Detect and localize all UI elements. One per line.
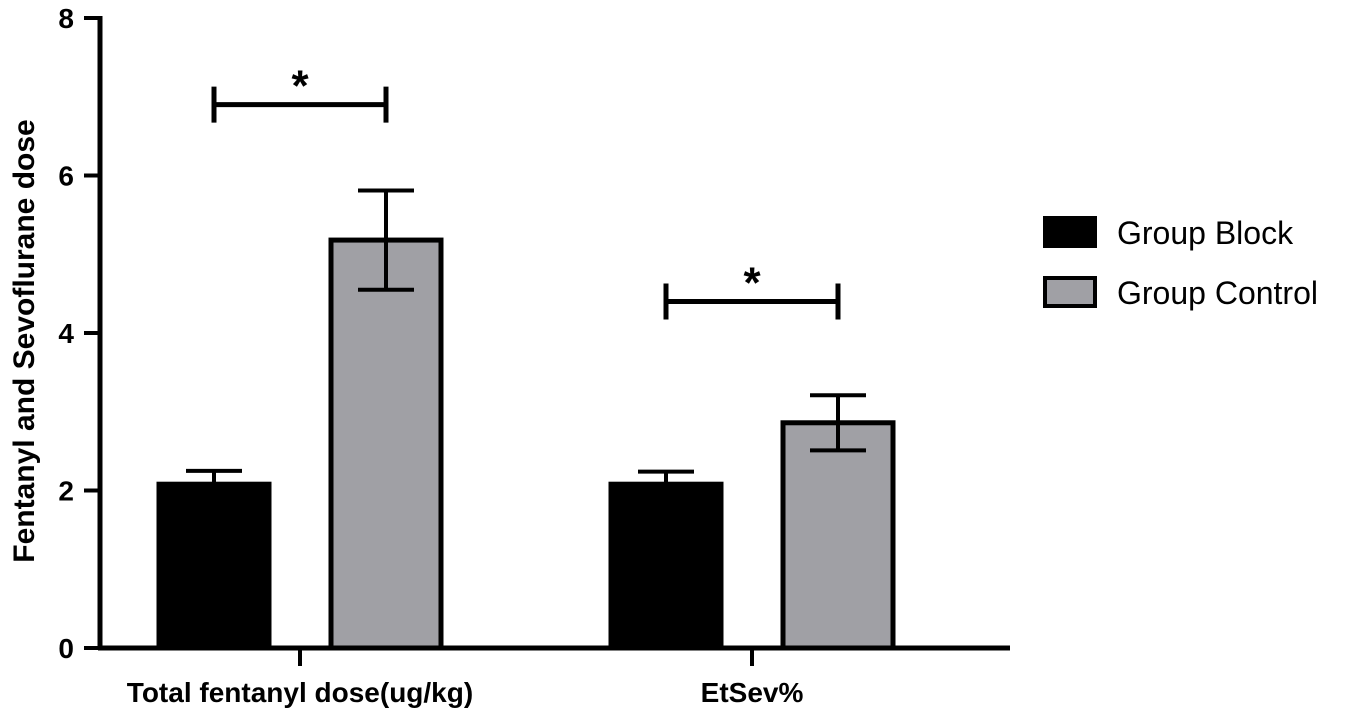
legend: Group Block Group Control [1043, 215, 1318, 311]
y-axis: 0 2 4 6 8 [58, 3, 103, 664]
significance-bracket: * [211, 62, 389, 123]
bar [780, 420, 896, 651]
y-axis-title: Fentanyl and Sevoflurane dose [8, 119, 41, 562]
error-bars-group [186, 188, 866, 500]
y-tick-label: 8 [58, 3, 74, 34]
legend-item: Group Control [1043, 275, 1318, 311]
significance-group: ** [211, 62, 841, 320]
x-axis: Total fentanyl dose(ug/kg) EtSev% [98, 645, 1010, 708]
legend-item: Group Block [1043, 215, 1294, 251]
legend-label: Group Block [1117, 215, 1294, 251]
error-bar [810, 393, 866, 453]
y-tick-label: 6 [58, 161, 74, 192]
y-tick-label: 0 [58, 633, 74, 664]
legend-label: Group Control [1117, 275, 1318, 311]
bar [608, 481, 724, 651]
y-tick-label: 2 [58, 476, 74, 507]
x-tick-label: EtSev% [701, 677, 804, 708]
x-tick-label: Total fentanyl dose(ug/kg) [127, 677, 473, 708]
significance-bracket: * [663, 259, 841, 320]
error-bar [638, 469, 694, 499]
bar [328, 237, 444, 651]
legend-swatch [1043, 276, 1097, 308]
error-bar [186, 468, 242, 500]
significance-label: * [291, 62, 309, 111]
y-tick-label: 4 [58, 318, 74, 349]
bar [156, 481, 272, 651]
bars-group [156, 237, 896, 651]
legend-swatch [1043, 216, 1097, 248]
error-bar [358, 188, 414, 292]
significance-label: * [743, 259, 761, 308]
